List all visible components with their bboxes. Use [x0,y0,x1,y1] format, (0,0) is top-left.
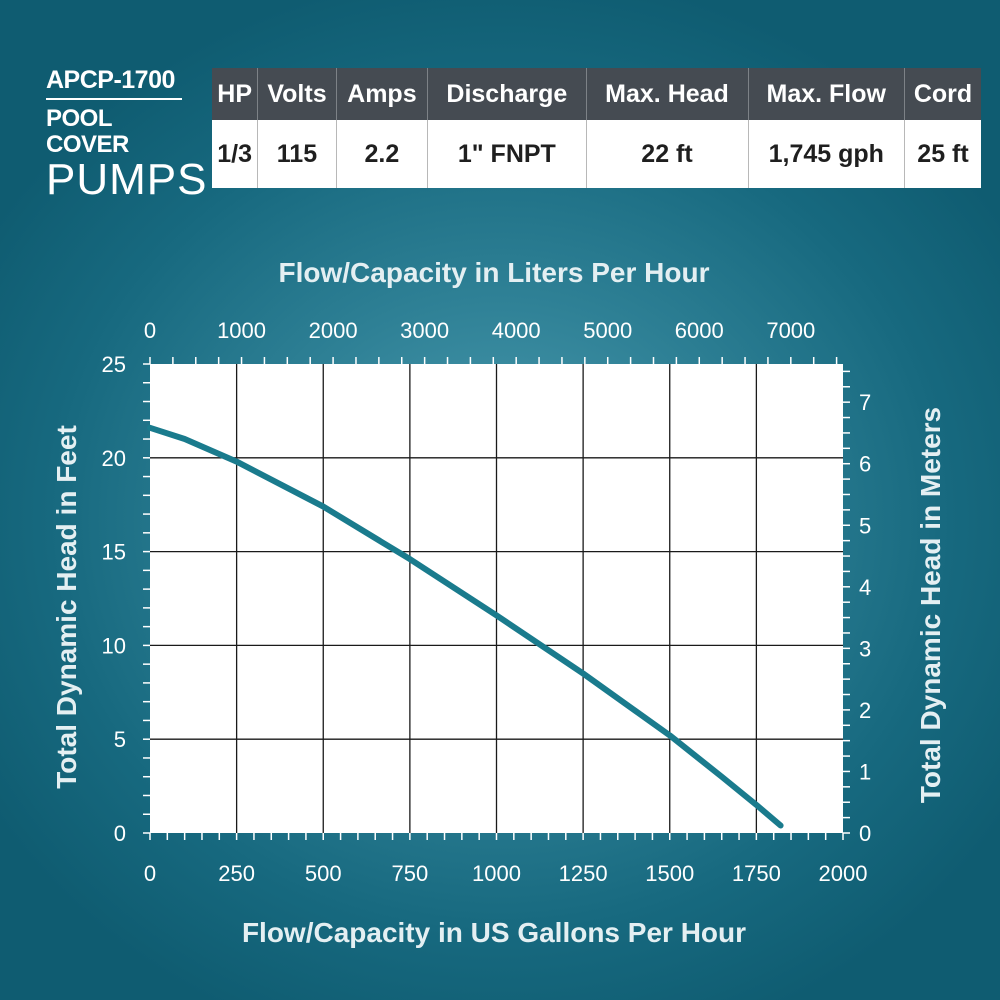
spec-value-volts: 115 [257,120,337,188]
x2-tick-label: 7000 [766,318,815,343]
spec-value-max-head: 22 ft [586,120,749,188]
spec-header-discharge: Discharge [427,68,587,120]
y-tick-label: 25 [102,352,126,377]
x2-tick-label: 2000 [309,318,358,343]
x-tick-label: 1500 [645,861,694,886]
logo-divider [46,98,182,100]
spec-header-hp: HP [212,68,259,120]
y2-tick-label: 0 [859,821,871,846]
bottom-axis-title: Flow/Capacity in US Gallons Per Hour [242,917,746,948]
x-tick-label: 0 [144,861,156,886]
y2-tick-label: 6 [859,452,871,477]
spec-header-volts: Volts [257,68,337,120]
top-axis-title: Flow/Capacity in Liters Per Hour [279,257,710,288]
x-tick-label: 2000 [819,861,868,886]
spec-header-amps: Amps [336,68,429,120]
y-tick-label: 15 [102,540,126,565]
x-tick-label: 1750 [732,861,781,886]
y2-tick-label: 2 [859,698,871,723]
y2-tick-label: 7 [859,390,871,415]
x2-tick-label: 5000 [583,318,632,343]
x2-tick-label: 1000 [217,318,266,343]
x-tick-label: 1000 [472,861,521,886]
spec-value-row: 1/3 115 2.2 1" FNPT 22 ft 1,745 gph 25 f… [212,120,981,188]
y-tick-label: 10 [102,633,126,658]
spec-table: HP Volts Amps Discharge Max. Head Max. F… [212,68,981,188]
spec-value-max-flow: 1,745 gph [748,120,906,188]
y-tick-label: 0 [114,821,126,846]
spec-value-amps: 2.2 [336,120,429,188]
right-axis-title: Total Dynamic Head in Meters [915,407,946,803]
y-tick-label: 20 [102,446,126,471]
spec-value-discharge: 1" FNPT [427,120,587,188]
y2-tick-label: 5 [859,513,871,538]
spec-header-max-flow: Max. Flow [748,68,906,120]
spec-header-row: HP Volts Amps Discharge Max. Head Max. F… [212,68,981,120]
logo-line2: PUMPS [46,155,208,204]
x2-tick-label: 3000 [400,318,449,343]
spec-header-cord: Cord [904,68,981,120]
pump-curve-line [147,424,784,829]
spec-value-cord: 25 ft [904,120,981,188]
left-axis-title: Total Dynamic Head in Feet [51,425,82,789]
x-tick-label: 1250 [559,861,608,886]
spec-value-hp: 1/3 [212,120,259,188]
x-tick-label: 250 [218,861,255,886]
x2-tick-label: 6000 [675,318,724,343]
spec-header-max-head: Max. Head [586,68,749,120]
x2-tick-label: 4000 [492,318,541,343]
axis-ticks [143,357,850,840]
logo-line1: POOL COVER [46,105,129,158]
x2-tick-label: 0 [144,318,156,343]
y2-tick-label: 4 [859,575,871,600]
x-tick-label: 750 [392,861,429,886]
logo-model: APCP-1700 [46,66,175,94]
y2-tick-label: 1 [859,759,871,784]
gridlines [150,364,843,833]
y-tick-label: 5 [114,727,126,752]
brand-logo: APCP-1700 POOL COVER PUMPS [46,66,208,204]
x-tick-label: 500 [305,861,342,886]
y2-tick-label: 3 [859,636,871,661]
